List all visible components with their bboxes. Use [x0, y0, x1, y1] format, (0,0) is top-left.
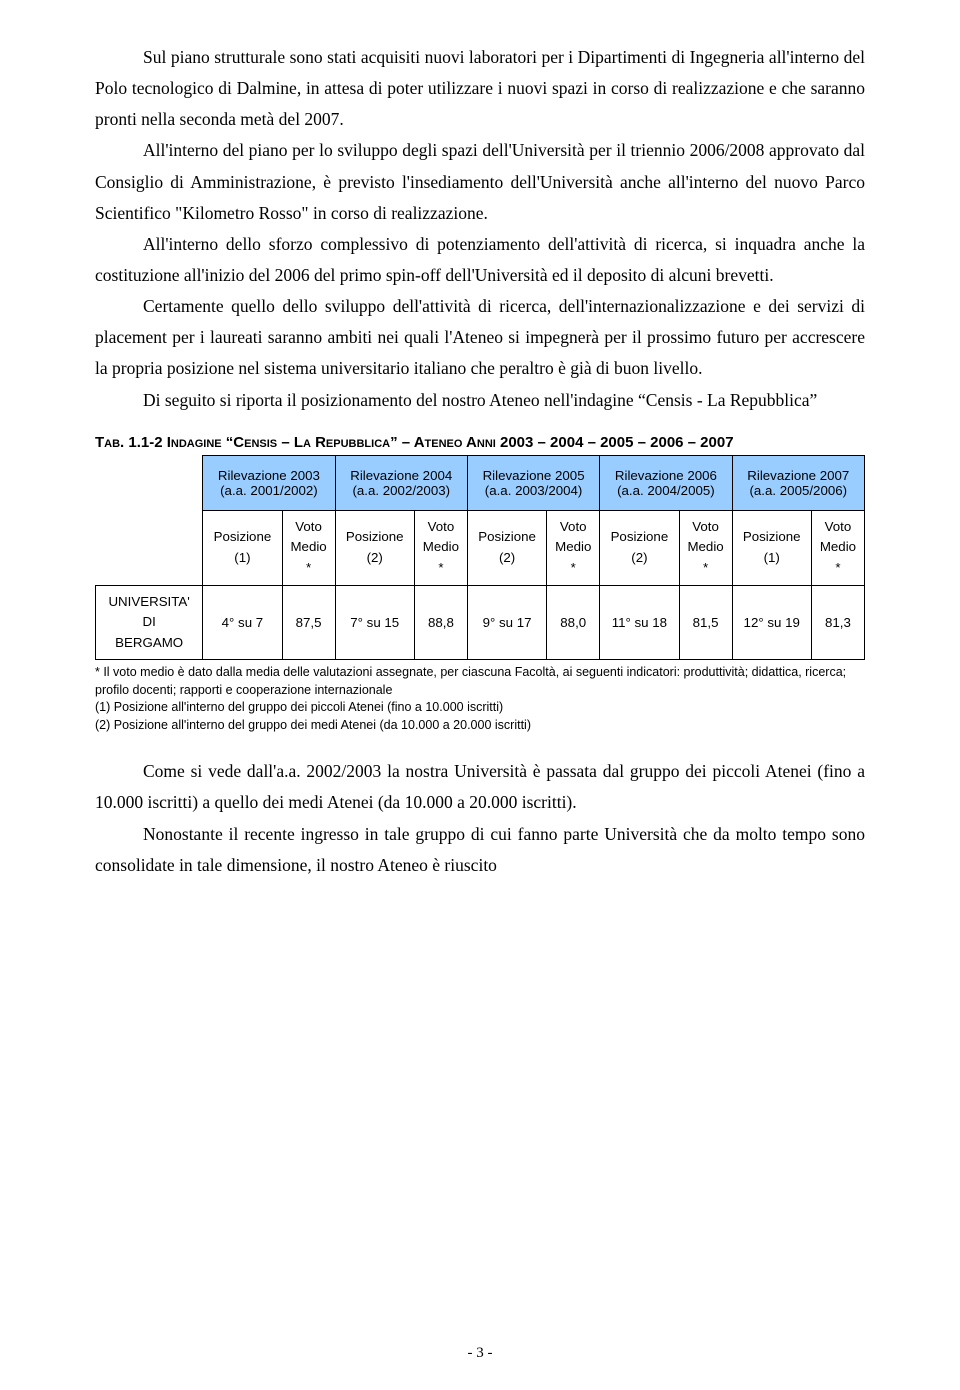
survey-header: Rilevazione 2007 (a.a. 2005/2006): [732, 455, 864, 510]
ranking-table: Rilevazione 2003 (a.a. 2001/2002) Rileva…: [95, 455, 865, 661]
survey-year: Rilevazione 2006: [615, 468, 717, 483]
cell-voto: 81,3: [811, 585, 864, 660]
survey-year: Rilevazione 2004: [350, 468, 452, 483]
cell-pos: 11° su 18: [600, 585, 679, 660]
survey-aa: (a.a. 2005/2006): [749, 483, 847, 498]
survey-header: Rilevazione 2003 (a.a. 2001/2002): [203, 455, 335, 510]
sub-voto: VotoMedio*: [547, 510, 600, 585]
page-number: - 3 -: [0, 1345, 960, 1362]
table-caption-years: 2003 – 2004 – 2005 – 2006 – 2007: [500, 434, 734, 451]
note-line: (1) Posizione all'interno del gruppo dei…: [95, 699, 865, 717]
paragraph: Nonostante il recente ingresso in tale g…: [95, 819, 865, 881]
cell-pos: 9° su 17: [467, 585, 546, 660]
paragraph: All'interno del piano per lo sviluppo de…: [95, 135, 865, 228]
paragraph: All'interno dello sforzo complessivo di …: [95, 229, 865, 291]
cell-pos: 7° su 15: [335, 585, 414, 660]
survey-year: Rilevazione 2007: [747, 468, 849, 483]
sub-pos: Posizione(1): [732, 510, 811, 585]
cell-voto: 88,8: [414, 585, 467, 660]
cell-pos: 4° su 7: [203, 585, 282, 660]
cell-pos: 12° su 19: [732, 585, 811, 660]
sub-voto: VotoMedio*: [811, 510, 864, 585]
cell-voto: 87,5: [282, 585, 335, 660]
table-subheader-row: Posizione(1) VotoMedio* Posizione(2) Vot…: [96, 510, 865, 585]
table-data-row: UNIVERSITA'DIBERGAMO 4° su 7 87,5 7° su …: [96, 585, 865, 660]
survey-aa: (a.a. 2002/2003): [352, 483, 450, 498]
table-corner-cell: [96, 455, 203, 510]
survey-header: Rilevazione 2004 (a.a. 2002/2003): [335, 455, 467, 510]
sub-voto: VotoMedio*: [282, 510, 335, 585]
survey-aa: (a.a. 2004/2005): [617, 483, 715, 498]
table-corner-cell: [96, 510, 203, 585]
survey-year: Rilevazione 2005: [483, 468, 585, 483]
sub-pos: Posizione(2): [600, 510, 679, 585]
sub-pos: Posizione(2): [467, 510, 546, 585]
sub-pos: Posizione(2): [335, 510, 414, 585]
cell-voto: 88,0: [547, 585, 600, 660]
survey-year: Rilevazione 2003: [218, 468, 320, 483]
table-header-row: Rilevazione 2003 (a.a. 2001/2002) Rileva…: [96, 455, 865, 510]
sub-voto: VotoMedio*: [679, 510, 732, 585]
sub-pos: Posizione(1): [203, 510, 282, 585]
survey-header: Rilevazione 2006 (a.a. 2004/2005): [600, 455, 732, 510]
paragraph: Sul piano strutturale sono stati acquisi…: [95, 42, 865, 135]
note-line: (2) Posizione all'interno del gruppo dei…: [95, 717, 865, 735]
survey-aa: (a.a. 2003/2004): [485, 483, 583, 498]
table-caption-prefix: Tab. 1.1-2 Indagine “Censis – La Repubbl…: [95, 434, 500, 451]
sub-voto: VotoMedio*: [414, 510, 467, 585]
paragraph: Di seguito si riporta il posizionamento …: [95, 385, 865, 416]
survey-header: Rilevazione 2005 (a.a. 2003/2004): [467, 455, 599, 510]
table-caption: Tab. 1.1-2 Indagine “Censis – La Repubbl…: [95, 434, 865, 451]
cell-voto: 81,5: [679, 585, 732, 660]
paragraph: Come si vede dall'a.a. 2002/2003 la nost…: [95, 756, 865, 818]
table-notes: * Il voto medio è dato dalla media delle…: [95, 664, 865, 734]
note-line: * Il voto medio è dato dalla media delle…: [95, 664, 865, 699]
paragraph: Certamente quello dello sviluppo dell'at…: [95, 291, 865, 384]
row-label: UNIVERSITA'DIBERGAMO: [96, 585, 203, 660]
document-page: Sul piano strutturale sono stati acquisi…: [0, 0, 960, 1390]
survey-aa: (a.a. 2001/2002): [220, 483, 318, 498]
